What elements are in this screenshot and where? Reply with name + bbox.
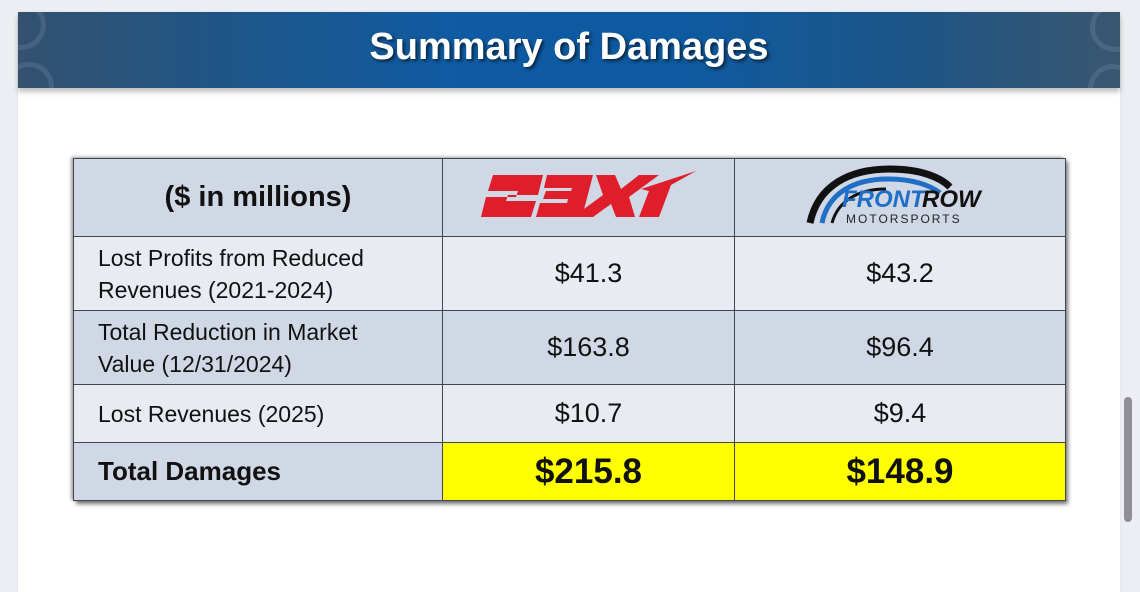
row-label: Lost Revenues (2025) (73, 384, 443, 443)
scrollbar-thumb[interactable] (1124, 397, 1132, 522)
frontrow-motorsports-logo-icon: FRONT ROW MOTORSPORTS (806, 165, 983, 226)
23xi-logo-icon (481, 171, 696, 217)
row-label-line: Lost Profits from Reduced (98, 244, 364, 271)
damages-table: ($ in millions) (73, 158, 1066, 501)
gear-decoration-icon (1090, 12, 1120, 52)
value-cell-frontrow: $9.4 (734, 384, 1066, 443)
vertical-scrollbar[interactable] (1124, 92, 1132, 582)
units-header: ($ in millions) (73, 158, 443, 237)
row-label: Total Reduction in Market Value (12/31/2… (73, 310, 443, 385)
value-cell-23xi: $41.3 (442, 236, 735, 311)
table-header-row: ($ in millions) (73, 158, 1066, 237)
table-row: Lost Profits from Reduced Revenues (2021… (73, 236, 1066, 311)
row-label: Lost Profits from Reduced Revenues (2021… (73, 236, 443, 311)
value-cell-frontrow: $96.4 (734, 310, 1066, 385)
row-label-line: Revenues (2021-2024) (98, 276, 334, 303)
value-cell-frontrow: $43.2 (734, 236, 1066, 311)
total-row: Total Damages $215.8 $148.9 (73, 442, 1066, 501)
total-value-frontrow: $148.9 (734, 442, 1066, 501)
gear-decoration-icon (1088, 64, 1120, 88)
value-cell-23xi: $10.7 (442, 384, 735, 443)
total-value-23xi: $215.8 (442, 442, 735, 501)
column-header-frontrow: FRONT ROW MOTORSPORTS (734, 158, 1066, 237)
title-bar: Summary of Damages (18, 12, 1120, 88)
svg-text:FRONT: FRONT (842, 186, 927, 213)
value-cell-23xi: $163.8 (442, 310, 735, 385)
svg-text:ROW: ROW (922, 186, 983, 213)
table-row: Lost Revenues (2025) $10.7 $9.4 (73, 384, 1066, 443)
total-label: Total Damages (73, 442, 443, 501)
table-row: Total Reduction in Market Value (12/31/2… (73, 310, 1066, 385)
slide-title: Summary of Damages (369, 26, 769, 68)
column-header-23xi (442, 158, 735, 237)
presentation-slide: Summary of Damages ($ in millions) (18, 12, 1120, 592)
row-label-line: Total Reduction in Market (98, 318, 358, 345)
row-label-line: Value (12/31/2024) (98, 350, 292, 377)
svg-text:MOTORSPORTS: MOTORSPORTS (846, 212, 962, 226)
